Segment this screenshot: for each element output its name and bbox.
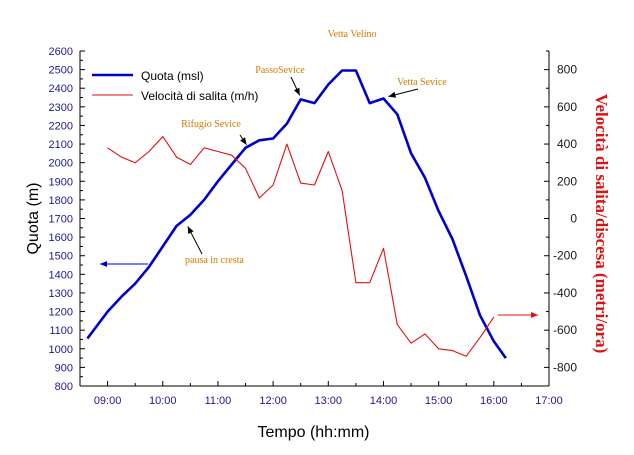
left-tick-label: 1800 [49,195,73,207]
annotation-label: PassoSevice [255,65,305,76]
annotation-arrow-head [388,91,396,98]
x-tick-label: 15:00 [425,395,453,407]
left-tick-label: 2600 [49,46,73,58]
annotation-label: pausa in cresta [185,255,244,266]
left-tick-label: 1000 [49,344,73,356]
left-tick-label: 1100 [49,325,73,337]
series-lines [86,69,507,359]
right-tick-label: -200 [553,249,577,263]
right-tick-label: 600 [557,100,577,114]
annotation-arrow-head [294,87,300,96]
right-tick-labels: -800 -600 -400 -200 0 200 400 600 800 [553,63,577,375]
left-tick-label: 1900 [49,176,73,188]
left-tick-label: 2100 [49,139,73,151]
right-tick-label: 200 [557,174,577,188]
axes [79,50,550,387]
x-tick-label: 14:00 [370,395,398,407]
axis-pointer-arrow-head [100,261,107,267]
right-axis-title: Velocità di salita/discesa (metri/ora) [592,94,611,354]
axis-pointer-arrow-head [531,312,538,318]
annotation-arrow-head [240,137,247,145]
left-tick-label: 1600 [49,232,73,244]
x-tick-label: 10:00 [149,395,177,407]
x-tick-label: 17:00 [535,395,563,407]
series-line-velocita [107,136,495,357]
left-tick-labels: 800 900 1000 1100 1200 1300 1400 1500 1600 1700 18… [49,46,73,393]
x-tick-label: 16:00 [480,395,508,407]
annotation-label: Rifugio Sevice [181,119,241,130]
annotations: PassoSevice Vetta Velino Vetta Sevice Rifug… [100,29,538,318]
legend-label: Velocità di salita (m/h) [141,89,258,103]
left-tick-label: 2200 [49,120,73,132]
x-tick-label: 11:00 [205,395,232,407]
left-tick-label: 1700 [49,214,73,226]
legend-label: Quota (msl) [141,69,204,83]
right-tick-label: -400 [553,286,577,300]
right-tick-label: 400 [557,137,577,151]
x-axis-title: Tempo (hh:mm) [257,424,369,441]
x-tick-label: 12:00 [259,395,287,407]
left-tick-label: 2400 [49,83,73,95]
left-tick-label: 2300 [49,102,73,114]
annotation-label: Vetta Sevice [397,77,447,88]
right-tick-label: -800 [553,360,577,374]
axis-titles: Quota (m) Velocità di salita/discesa (met… [25,94,611,441]
series-line-quota [86,69,507,359]
left-axis-title: Quota (m) [25,182,42,254]
left-tick-label: 1200 [49,307,73,319]
annotation-label: Vetta Velino [328,29,377,40]
x-tick-label: 09:00 [94,395,122,407]
x-tick-labels: 09:00 10:00 11:00 12:00 13:00 14:00 15:00 16:00… [94,395,563,407]
left-tick-label: 900 [55,362,73,374]
left-tick-label: 800 [55,381,73,393]
right-tick-label: -600 [553,323,577,337]
legend: Quota (msl) Velocità di salita (m/h) [92,69,258,103]
left-tick-label: 2000 [49,158,73,170]
right-tick-label: 0 [570,212,577,226]
x-tick-label: 13:00 [315,395,343,407]
left-tick-label: 1300 [49,288,73,300]
right-tick-label: 800 [557,63,577,77]
left-tick-label: 1400 [49,269,73,281]
left-tick-label: 1500 [49,251,73,263]
annotation-arrow-head [187,226,194,234]
left-tick-label: 2500 [49,65,73,77]
